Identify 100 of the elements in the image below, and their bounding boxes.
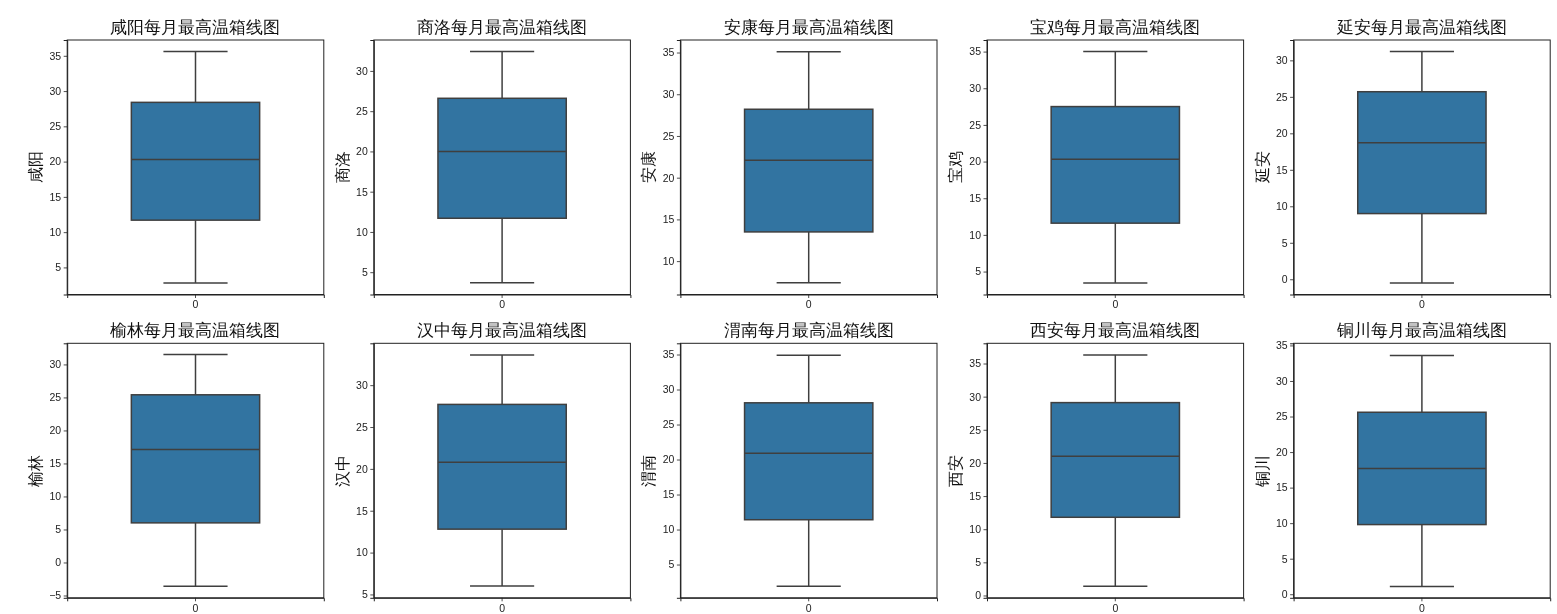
y-tick-label: 25: [1275, 90, 1288, 103]
y-tick-label: 25: [49, 391, 62, 404]
y-tick-label: 35: [969, 45, 982, 58]
y-tick-label: 5: [975, 265, 982, 278]
y-axis-title: 安康: [639, 151, 659, 184]
chart-title: 商洛每月最高温箱线图: [417, 18, 588, 37]
y-tick-label: 5: [1281, 552, 1288, 565]
y-tick-label: 0: [1281, 588, 1288, 601]
y-tick-label: 15: [1275, 163, 1288, 176]
x-tick-label: 0: [192, 298, 199, 311]
y-tick-label: 15: [969, 489, 982, 502]
y-axis-title: 西安: [946, 454, 965, 487]
y-axis-title: 宝鸡: [946, 151, 965, 184]
y-tick-label: −5: [49, 589, 62, 602]
y-tick-label: 20: [356, 462, 368, 475]
chart-title: 汉中每月最高温箱线图: [417, 321, 588, 341]
y-tick-label: 20: [662, 171, 675, 184]
y-tick-label: 10: [662, 523, 675, 536]
y-tick-label: 10: [969, 228, 982, 241]
x-tick-label: 0: [499, 298, 506, 311]
chart-title: 榆林每月最高温箱线图: [110, 321, 281, 341]
y-tick-label: 20: [662, 453, 675, 466]
y-tick-label: 30: [969, 82, 982, 95]
x-tick-label: 0: [805, 601, 812, 614]
chart-title: 咸阳每月最高温箱线图: [110, 18, 281, 37]
y-tick-label: 30: [49, 84, 62, 97]
y-tick-label: 5: [361, 266, 368, 279]
y-tick-label: 30: [1275, 54, 1288, 67]
y-tick-label: 20: [49, 424, 62, 437]
y-tick-label: 15: [356, 185, 368, 198]
x-tick-label: 0: [1112, 298, 1119, 311]
y-axis-title: 咸阳: [26, 151, 46, 184]
y-tick-label: 15: [1275, 481, 1288, 494]
y-tick-label: 5: [975, 556, 982, 569]
y-tick-label: 35: [1275, 339, 1288, 352]
y-tick-label: 0: [55, 556, 62, 569]
x-tick-label: 0: [499, 601, 506, 614]
y-tick-label: 30: [969, 390, 982, 403]
chart-title: 安康每月最高温箱线图: [723, 18, 894, 37]
y-tick-label: 20: [969, 155, 982, 168]
y-tick-label: 0: [1281, 273, 1288, 286]
y-axis-title: 铜川: [1252, 454, 1272, 488]
y-tick-label: 15: [662, 488, 675, 501]
y-tick-label: 0: [975, 589, 982, 602]
y-tick-label: 35: [49, 49, 62, 62]
y-axis-title: 汉中: [332, 454, 352, 487]
y-tick-label: 30: [662, 88, 675, 101]
y-tick-label: 35: [662, 348, 675, 361]
y-tick-label: 10: [662, 254, 675, 267]
chart-title: 延安每月最高温箱线图: [1335, 18, 1507, 37]
y-tick-label: 25: [49, 120, 62, 133]
y-axis-title: 渭南: [639, 454, 659, 487]
x-tick-label: 0: [1418, 601, 1425, 614]
x-tick-label: 0: [805, 298, 812, 311]
y-tick-label: 10: [1275, 200, 1288, 213]
y-tick-label: 15: [49, 457, 62, 470]
y-tick-label: 25: [969, 118, 982, 131]
y-tick-label: 30: [662, 383, 675, 396]
y-tick-label: 30: [49, 358, 62, 371]
y-axis-title: 商洛: [332, 151, 352, 184]
chart-title: 宝鸡每月最高温箱线图: [1030, 18, 1201, 37]
y-tick-label: 10: [49, 226, 62, 238]
y-tick-label: 25: [969, 423, 982, 436]
y-tick-label: 20: [49, 155, 62, 168]
y-tick-label: 5: [55, 523, 62, 536]
y-tick-label: 25: [662, 129, 675, 142]
y-tick-label: 25: [356, 420, 368, 433]
y-tick-label: 10: [49, 490, 62, 503]
y-tick-label: 25: [662, 418, 675, 431]
y-tick-label: 5: [55, 261, 62, 274]
chart-title: 铜川每月最高温箱线图: [1335, 321, 1507, 341]
y-axis-title: 榆林: [26, 454, 46, 487]
y-tick-label: 5: [361, 588, 368, 601]
chart-title: 西安每月最高温箱线图: [1030, 321, 1201, 341]
y-tick-label: 10: [1275, 517, 1288, 530]
x-tick-label: 0: [192, 601, 199, 614]
y-tick-label: 25: [1275, 410, 1288, 423]
y-tick-label: 5: [668, 558, 675, 571]
x-tick-label: 0: [1112, 601, 1119, 614]
y-tick-label: 5: [1281, 236, 1288, 249]
y-tick-label: 15: [356, 504, 368, 517]
y-axis-title: 延安: [1252, 151, 1272, 185]
y-tick-label: 20: [969, 456, 982, 469]
y-tick-label: 15: [49, 190, 62, 203]
y-tick-label: 35: [969, 357, 982, 370]
chart-title: 渭南每月最高温箱线图: [723, 321, 894, 341]
y-tick-label: 20: [1275, 127, 1288, 140]
y-tick-label: 30: [1275, 374, 1288, 387]
y-tick-label: 10: [356, 546, 368, 559]
y-tick-label: 20: [356, 145, 368, 158]
x-tick-label: 0: [1418, 298, 1425, 311]
y-tick-label: 10: [356, 225, 368, 238]
y-tick-label: 30: [356, 379, 368, 392]
y-tick-label: 15: [969, 192, 982, 205]
y-tick-label: 20: [1275, 445, 1288, 458]
y-tick-label: 15: [662, 213, 675, 226]
y-tick-label: 35: [662, 46, 675, 59]
y-tick-label: 25: [356, 105, 368, 118]
y-tick-label: 10: [969, 523, 982, 536]
y-tick-label: 30: [356, 64, 368, 77]
